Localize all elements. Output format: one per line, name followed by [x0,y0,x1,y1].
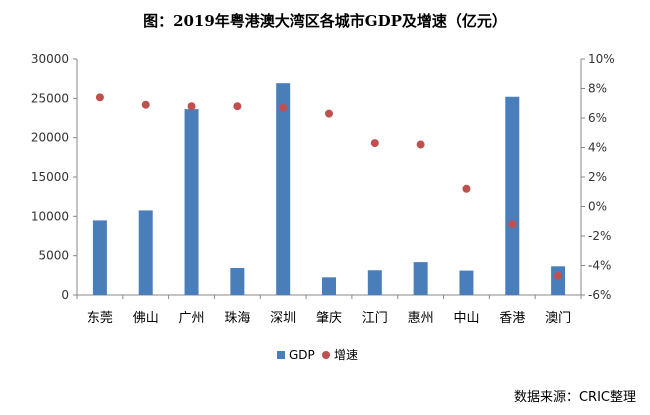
right-tick-label: 4% [588,141,607,155]
category-label: 澳门 [545,310,571,326]
left-tick-label: 30000 [31,52,69,66]
right-tick-label: -6% [588,288,611,302]
right-tick-label: 0% [588,200,607,214]
legend-gdp-swatch [277,351,285,359]
growth-point [416,140,425,149]
left-tick-label: 10000 [31,209,69,223]
growth-point [462,184,471,193]
category-label: 东莞 [87,311,113,326]
gdp-bar [184,109,199,295]
gdp-bar [92,220,107,295]
growth-point [187,102,196,111]
growth-point [508,220,517,229]
gdp-bar [276,83,291,296]
left-tick-label: 25000 [31,91,69,105]
category-label: 广州 [179,311,205,326]
legend-gdp-label: GDP [289,348,315,362]
right-tick-label: -4% [588,259,611,273]
legend: GDP 增速 [277,348,358,362]
category-label: 佛山 [133,311,159,326]
growth-point [325,109,333,118]
gdp-bar [138,210,153,295]
gdp-bar [413,262,428,295]
tick-labels: 0 5000 10000 15000 20000 25000 30000 -6% -4% -2% 0… [31,52,615,326]
gdp-bar [367,270,382,295]
left-tick-label: 0 [61,288,69,302]
growth-dots [95,93,563,280]
growth-point [233,102,242,111]
gdp-bar [505,96,520,295]
category-label: 江门 [362,311,388,326]
growth-point [95,93,104,102]
left-tick-label: 15000 [31,170,69,184]
left-tick-label: 5000 [38,249,69,263]
category-label: 香港 [499,311,525,326]
gdp-bar [459,270,474,295]
data-source: 数据来源：CRIC整理 [513,390,636,405]
gdp-bars [92,83,566,296]
legend-growth-label: 增速 [334,348,358,362]
right-tick-label: 10% [588,52,615,66]
category-label: 中山 [453,311,479,326]
category-label: 肇庆 [316,311,342,326]
growth-point [370,139,379,148]
right-tick-label: -2% [588,229,611,243]
category-label: 珠海 [224,311,250,326]
left-tick-label: 20000 [31,131,69,145]
category-label: 深圳 [270,311,296,326]
right-tick-label: 2% [588,170,607,184]
growth-point [279,103,288,112]
chart-title: 图：2019年粤港澳大湾区各城市GDP及增速（亿元） [143,12,507,30]
gdp-bar [230,267,245,295]
category-label: 惠州 [408,311,434,326]
gdp-bar [551,266,566,295]
growth-point [141,100,150,109]
right-tick-label: 8% [588,82,607,96]
growth-point [554,271,563,280]
right-tick-label: 6% [588,111,607,125]
legend-growth-swatch [322,351,330,359]
gdp-bar [322,277,336,295]
